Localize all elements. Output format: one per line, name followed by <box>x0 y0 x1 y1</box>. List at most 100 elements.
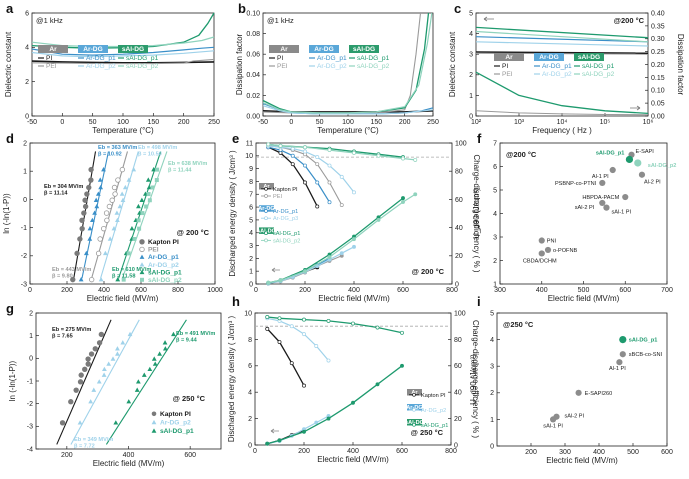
d-legend-marker <box>139 239 145 245</box>
b-legend-tag: sAl-DG <box>353 46 375 53</box>
h-left-axis-arrow <box>270 428 279 434</box>
e-y-tick-label: 3 <box>249 243 253 250</box>
f-point-label: PNI <box>547 239 557 245</box>
b-axes-frame <box>262 12 434 117</box>
e-y2-tick-label: 0 <box>455 281 459 288</box>
d-annotation: Eb = 498 MV/m <box>138 145 177 151</box>
g-data-point <box>115 351 120 356</box>
g-data-point <box>162 346 168 351</box>
e-series-marker <box>376 153 381 158</box>
c-x-axis-label: Frequency ( Hz ) <box>532 126 592 135</box>
d-data-point <box>98 184 104 190</box>
c-legend-tag-bg <box>494 53 524 61</box>
e-series-marker <box>327 255 332 260</box>
d-annotation: Eb = 304 MV/m <box>44 184 83 190</box>
e-series-sal-dg-p2- <box>268 143 416 161</box>
e-series-marker <box>413 157 418 162</box>
h-series-marker <box>375 325 380 330</box>
d-data-point <box>102 250 108 256</box>
d-x-tick-label: 200 <box>61 287 73 294</box>
d-data-point <box>146 192 151 197</box>
c-y-tick-label: 1 <box>469 93 473 100</box>
e-series-marker <box>352 150 356 155</box>
c-y2-tick-label: 0.05 <box>651 101 665 108</box>
e-series-marker <box>327 180 332 185</box>
d-y-tick-label: -2 <box>21 253 27 260</box>
e-series-marker <box>278 278 283 283</box>
c-legend-label: Ar-DG_p1 <box>542 63 572 70</box>
g-annotation: Eb = 349 MV/m <box>74 437 113 443</box>
f-data-point <box>538 250 545 257</box>
e-x-tick-label: 200 <box>299 287 311 294</box>
d-data-point <box>119 166 126 173</box>
d-annotation: Eb = 610 MV/m <box>112 267 151 273</box>
e-y2-tick-label: 80 <box>455 169 463 176</box>
h-series-marker <box>400 363 404 368</box>
b-legend-tag-bg <box>269 45 299 53</box>
h-series-marker <box>265 326 270 331</box>
f-title: @200 °C <box>506 150 537 159</box>
e-y2-tick-label: 20 <box>455 253 463 260</box>
h-legend-label: Ar-DG_p2 <box>421 408 446 414</box>
b-series-sal-dg-p2 <box>262 12 433 114</box>
b-legend-label: Ar-DG_p2 <box>317 63 347 70</box>
d-data-point <box>151 167 157 172</box>
c-legend-tag: sAl-DG <box>578 54 600 61</box>
b-y-tick-label: 0.02 <box>246 93 260 100</box>
f-point-label: o-POFNB <box>553 248 578 254</box>
d-legend-label: Ar-DG_p1 <box>148 254 179 261</box>
f-y-tick-label: 2 <box>493 258 497 265</box>
a-series-pei <box>31 58 215 65</box>
f-data-point <box>603 204 610 211</box>
e-y-tick-label: 9 <box>249 166 253 173</box>
b-x-tick-label: 50 <box>316 119 324 126</box>
e-series-marker <box>352 244 356 249</box>
g-data-point <box>120 340 126 345</box>
a-series-sal-dg-p1 <box>31 12 215 49</box>
h-y2-label: Charge-discharge efficiency ( % ) <box>471 320 480 438</box>
c-x-tick-label: 10⁵ <box>600 119 611 126</box>
a-x-axis-label: Temperature (°C) <box>92 126 154 135</box>
c-legend-tag: Ar-DG <box>539 54 558 61</box>
i-axes-frame <box>496 312 668 447</box>
a-title: @1 kHz <box>36 16 63 25</box>
b-y-tick-label: 0.04 <box>246 72 260 79</box>
g-annotation: β = 7.72 <box>74 444 95 450</box>
f-x-tick-label: 400 <box>536 287 548 294</box>
h-series-marker <box>314 344 319 348</box>
e-series-marker <box>266 142 271 147</box>
h-series-marker <box>400 330 404 335</box>
h-series-marker <box>302 332 306 337</box>
g-y-tick-label: 1 <box>29 333 33 340</box>
i-data-point <box>616 359 623 366</box>
d-data-point <box>87 236 93 241</box>
d-data-point <box>79 217 85 224</box>
d-data-point <box>136 203 141 209</box>
b-x-tick-label: 200 <box>399 119 411 126</box>
a-y-tick-label: 2 <box>25 79 29 86</box>
a-y-tick-label: 4 <box>25 45 29 52</box>
g-data-point <box>98 331 105 338</box>
c-y-tick-label: 4 <box>469 31 473 38</box>
f-y-tick-label: 5 <box>493 187 497 194</box>
h-series-marker <box>326 358 331 363</box>
g-data-point <box>96 379 102 384</box>
h-y2-tick-label: 40 <box>454 390 462 397</box>
b-legend-tag-bg <box>309 45 339 53</box>
e-y2-label: Charge-discharge efficiency ( % ) <box>472 154 481 272</box>
d-data-point <box>139 197 145 202</box>
i-x-tick-label: 500 <box>627 449 639 456</box>
d-data-point <box>84 191 90 197</box>
d-annotation: β = 9.80 <box>52 274 73 280</box>
g-annotation: β = 9.44 <box>176 338 198 344</box>
a-legend-tag-bg <box>38 45 68 53</box>
b-legend-tag: Ar-DG <box>314 46 333 53</box>
c-y2-tick-label: 0.35 <box>651 23 665 30</box>
d-x-tick-label: 1000 <box>207 287 223 294</box>
d-data-point <box>120 197 126 202</box>
b-series-ar-dg-p2 <box>262 105 434 115</box>
c-legend-label: Ar-DG_p2 <box>542 71 572 78</box>
a-panel-label: a <box>6 1 14 16</box>
a-y-tick-label: 6 <box>25 10 29 17</box>
d-data-point <box>122 184 128 190</box>
